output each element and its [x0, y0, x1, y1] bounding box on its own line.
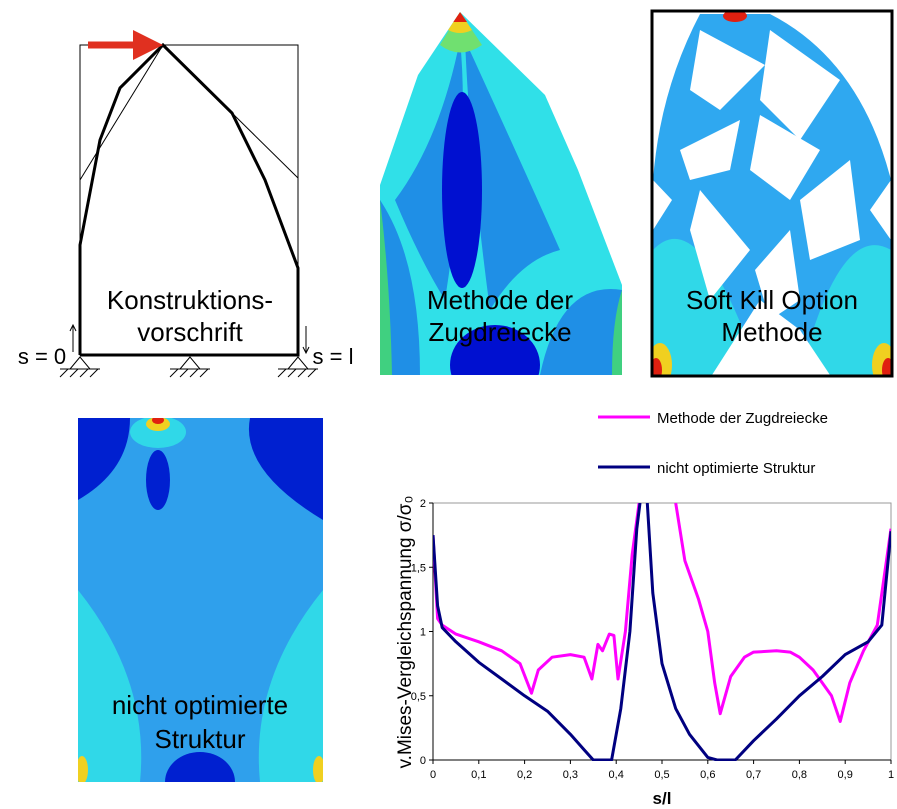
x-tick-label: 0,8 — [792, 769, 807, 781]
construction-diagram: Konstruktions- vorschrift s = 0 s = l — [18, 30, 354, 378]
x-tick-label: 0,5 — [654, 769, 669, 781]
x-tick-label: 0,2 — [517, 769, 532, 781]
series-line — [433, 503, 891, 723]
x-axis-label: s/l — [653, 789, 672, 808]
x-tick-label: 0 — [430, 769, 436, 781]
panel-label: Soft Kill Option — [686, 285, 858, 315]
y-tick-label: 1,5 — [411, 562, 426, 574]
panel-label: Methode der — [427, 285, 573, 315]
plot-area — [432, 502, 892, 761]
support-label: s = 0 — [18, 344, 66, 369]
panel-label: vorschrift — [137, 317, 243, 347]
plot-lines — [433, 503, 891, 761]
y-axis-label: v.Mises-Vergleichspannung σ/σ₀ — [395, 496, 416, 769]
panel-label: Konstruktions- — [107, 285, 273, 315]
x-tick-label: 0,9 — [838, 769, 853, 781]
panel-label: Methode — [721, 317, 822, 347]
y-tick-label: 2 — [420, 498, 426, 510]
panel-label: nicht optimierte — [112, 690, 288, 720]
y-tick-label: 0 — [420, 755, 426, 767]
x-tick-label: 0,1 — [471, 769, 486, 781]
series-line — [433, 503, 891, 761]
y-tick-label: 1 — [420, 627, 426, 639]
x-tick-label: 0,4 — [609, 769, 624, 781]
line-chart: v.Mises-Vergleichspannung σ/σ₀ s/l 0 0,5 1… — [395, 410, 894, 808]
y-tick-label: 0,5 — [411, 691, 426, 703]
x-tick-label: 0,6 — [700, 769, 715, 781]
stress-plot-zugdreiecke: Methode der Zugdreiecke — [380, 12, 622, 375]
legend-label: Methode der Zugdreiecke — [657, 410, 828, 427]
panel-label: Struktur — [154, 724, 245, 754]
stress-plot-unoptimized: nicht optimierte Struktur — [78, 418, 323, 782]
x-tick-label: 0,7 — [746, 769, 761, 781]
legend-label: nicht optimierte Struktur — [657, 460, 815, 477]
stress-plot-sko: Soft Kill Option Methode — [650, 9, 894, 378]
x-tick-label: 1 — [888, 769, 894, 781]
x-tick-label: 0,3 — [563, 769, 578, 781]
panel-label: Zugdreiecke — [428, 317, 571, 347]
support-label: s = l — [313, 344, 354, 369]
